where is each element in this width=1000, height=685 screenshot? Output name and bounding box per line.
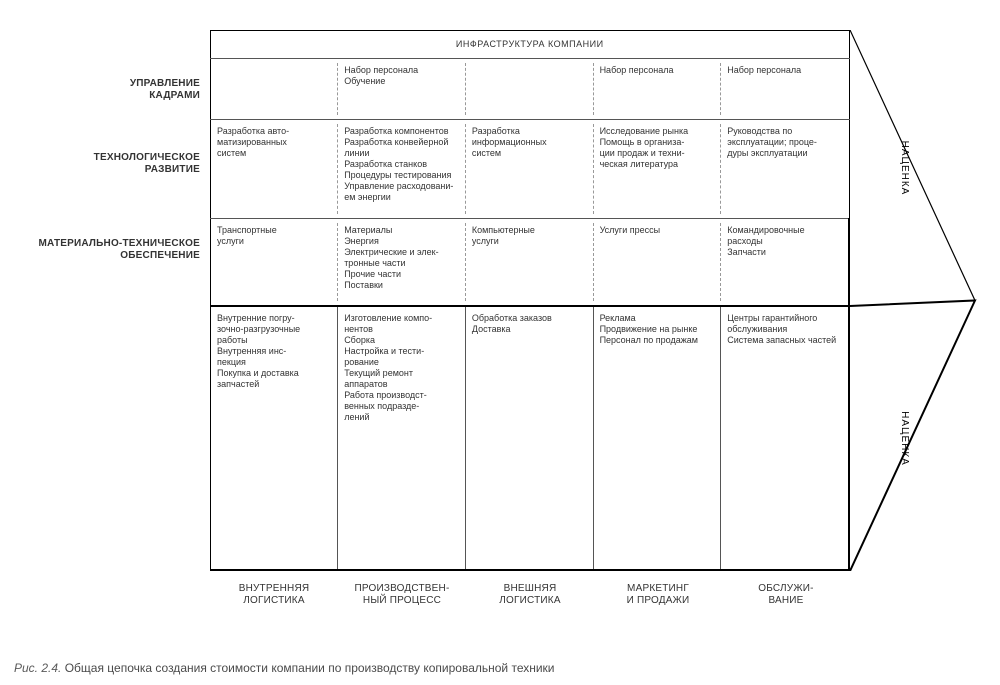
cell-hr-4: Набор персонала xyxy=(721,59,849,120)
primary-label-1: ПРОИЗВОДСТВЕН- НЫЙ ПРОЦЕСС xyxy=(338,577,466,607)
cell-sup-3: Услуги прессы xyxy=(594,219,722,307)
row-label-hr: УПРАВЛЕНИЕ КАДРАМИ xyxy=(130,78,200,102)
support-row-tech: Разработка авто- матизированных систем Р… xyxy=(211,120,850,219)
caption-text: Общая цепочка создания стоимости компани… xyxy=(65,661,555,675)
cell-prim-3: Реклама Продвижение на рынке Персонал по… xyxy=(594,306,722,570)
cell-sup-0: Транспортные услуги xyxy=(211,219,339,307)
margin-label-top: НАЦЕНКА xyxy=(899,141,910,196)
row-label-supply: МАТЕРИАЛЬНО-ТЕХНИЧЕСКОЕ ОБЕСПЕЧЕНИЕ xyxy=(39,238,201,262)
support-row-supply: Транспортные услуги Материалы Энергия Эл… xyxy=(211,219,850,307)
header-infrastructure: ИНФРАСТРУКТУРА КОМПАНИИ xyxy=(211,31,850,59)
margin-arrow: НАЦЕНКА НАЦЕНКА xyxy=(850,30,985,571)
primary-labels-row: ВНУТРЕННЯЯ ЛОГИСТИКА ПРОИЗВОДСТВЕН- НЫЙ … xyxy=(210,577,850,607)
arrow-icon: НАЦЕНКА НАЦЕНКА xyxy=(850,30,985,571)
caption-prefix: Рис. 2.4. xyxy=(14,661,61,675)
primary-label-4: ОБСЛУЖИ- ВАНИЕ xyxy=(722,577,850,607)
cell-hr-0 xyxy=(211,59,339,120)
cell-tech-0: Разработка авто- матизированных систем xyxy=(211,120,339,219)
cell-sup-1: Материалы Энергия Электрические и элек- … xyxy=(338,219,466,307)
primary-activities-row: Внутренние погру- зочно-разгрузочные раб… xyxy=(211,306,850,570)
cell-prim-2: Обработка заказов Доставка xyxy=(466,306,594,570)
cell-prim-4: Центры гарантийного обслуживания Система… xyxy=(721,306,849,570)
cell-prim-0: Внутренние погру- зочно-разгрузочные раб… xyxy=(211,306,339,570)
cell-tech-4: Руководства по эксплуатации; проце- дуры… xyxy=(721,120,849,219)
cell-tech-1: Разработка компонентов Разработка конвей… xyxy=(338,120,466,219)
cell-hr-3: Набор персонала xyxy=(594,59,722,120)
page: УПРАВЛЕНИЕ КАДРАМИ ТЕХНОЛОГИЧЕСКОЕ РАЗВИ… xyxy=(0,0,1000,685)
primary-label-3: МАРКЕТИНГ И ПРОДАЖИ xyxy=(594,577,722,607)
cell-sup-4: Командировочные расходы Запчасти xyxy=(721,219,849,307)
cell-hr-2 xyxy=(466,59,594,120)
primary-label-2: ВНЕШНЯЯ ЛОГИСТИКА xyxy=(466,577,594,607)
cell-hr-1: Набор персонала Обучение xyxy=(338,59,466,120)
margin-label-bottom: НАЦЕНКА xyxy=(899,411,910,466)
cell-prim-1: Изготовление компо- нентов Сборка Настро… xyxy=(338,306,466,570)
support-row-hr: Набор персонала Обучение Набор персонала… xyxy=(211,59,850,120)
cell-sup-2: Компьютерные услуги xyxy=(466,219,594,307)
cell-tech-3: Исследование рынка Помощь в организа- ци… xyxy=(594,120,722,219)
primary-label-0: ВНУТРЕННЯЯ ЛОГИСТИКА xyxy=(210,577,338,607)
figure-caption: Рис. 2.4. Общая цепочка создания стоимос… xyxy=(14,661,555,675)
value-chain-table: ИНФРАСТРУКТУРА КОМПАНИИ Набор персонала … xyxy=(210,30,850,571)
value-chain-grid: ИНФРАСТРУКТУРА КОМПАНИИ Набор персонала … xyxy=(210,30,850,571)
cell-tech-2: Разработка информационных систем xyxy=(466,120,594,219)
row-label-tech: ТЕХНОЛОГИЧЕСКОЕ РАЗВИТИЕ xyxy=(94,152,200,176)
